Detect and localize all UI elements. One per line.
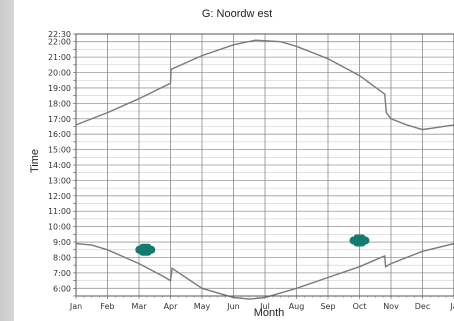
data-marker-core [353,234,366,247]
x-tick-label: Oct [353,302,367,311]
y-tick-label: 22:00 [48,38,71,47]
y-tick-label: 7:00 [53,269,71,278]
x-tick-label: Sep [320,302,335,311]
sunset-line [75,39,454,131]
x-axis-title: Month [254,307,285,319]
y-axis-title: Time [29,149,41,173]
y-tick-label: 16:00 [48,130,71,139]
y-tick-label: 21:00 [48,53,71,62]
data-marker-core [139,243,152,256]
y-tick-label: 15:00 [48,146,71,155]
y-tick-label: 18:00 [48,99,71,108]
chart-frame: G: Noordw est Time Month 6:00 7:00 8:00 9:0… [14,0,454,321]
x-tick-label: Feb [100,302,114,311]
sun-time-chart: G: Noordw est Time Month 6:00 7:00 8:00 9:0… [29,8,454,319]
x-tick-label: Jun [226,302,240,311]
y-tick-label: 17:00 [48,115,71,124]
x-tick-label: Dec [415,302,430,311]
x-tick-label: Jul [259,302,270,311]
y-tick-label: 22:30 [48,30,71,39]
x-tick-label: Nov [383,302,399,311]
plot-border [75,33,454,297]
x-tick-label: Jan [69,302,82,311]
x-tick-label: Mar [131,302,147,311]
y-tick-label: 9:00 [53,238,71,247]
x-tick-label: Aug [289,302,305,311]
y-tick-label: 13:00 [48,176,71,185]
y-tick-label: 14:00 [48,161,71,170]
y-tick-label: 10:00 [48,223,71,232]
x-tick-label: Apr [164,302,179,311]
y-tick-label: 19:00 [48,84,71,93]
y-tick-label: 8:00 [53,253,71,262]
y-tick-label: 11:00 [48,207,71,216]
chart-title: G: Noordw est [202,8,272,20]
x-tick-label: May [194,302,211,311]
plot-area: 6:00 7:00 8:00 9:00 10:00 11:00 12:00 13:00 14:0… [48,30,454,311]
y-tick-label: 12:00 [48,192,71,201]
x-tick-label: Ja [449,302,454,311]
sunrise-line [75,242,454,300]
y-tick-label: 6:00 [53,284,71,293]
y-tick-label: 20:00 [48,69,71,78]
